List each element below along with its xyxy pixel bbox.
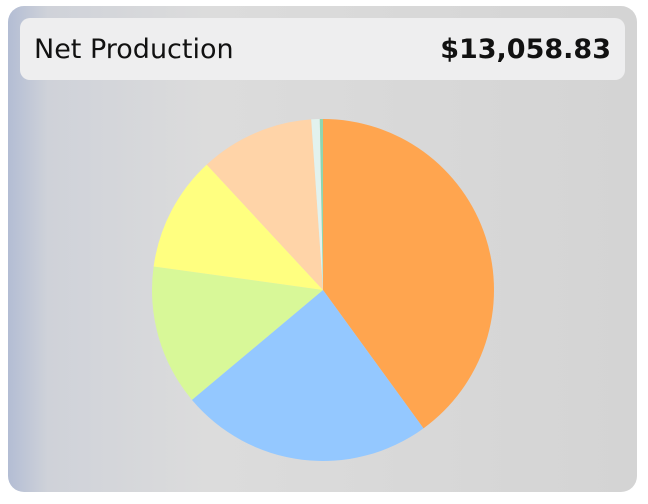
pie-chart (152, 119, 495, 461)
pie-slice (319, 119, 323, 290)
total: $13,058.83 (440, 33, 611, 65)
pie-slice (206, 119, 323, 290)
pie-slice (153, 164, 323, 290)
pie-slice (191, 290, 424, 461)
pie-slice (311, 119, 323, 290)
card: Net Production $13,058.83 (8, 6, 637, 492)
header: Net Production $13,058.83 (20, 18, 625, 80)
pie-slice (152, 266, 323, 400)
title: Net Production (34, 33, 234, 65)
pie-slice (323, 119, 495, 429)
